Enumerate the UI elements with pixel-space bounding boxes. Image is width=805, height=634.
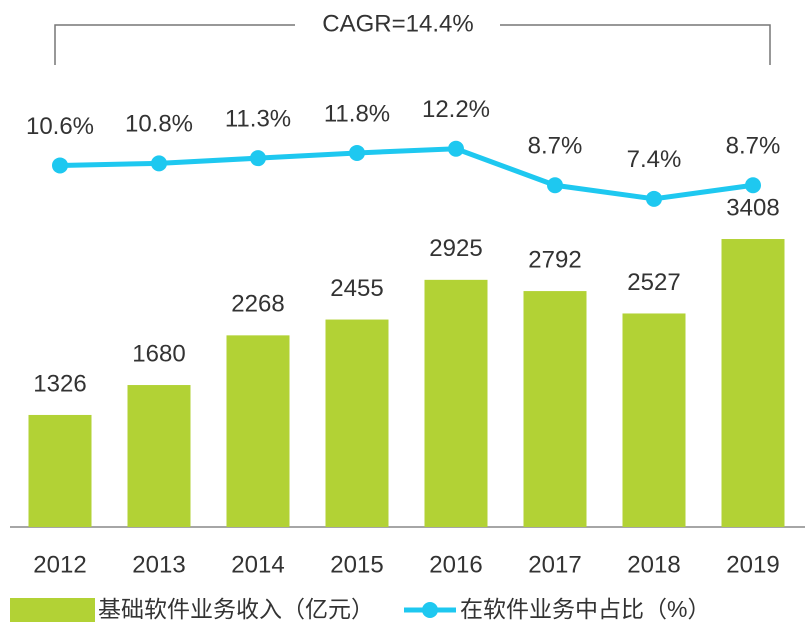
line — [59, 146, 754, 202]
point — [646, 190, 662, 207]
point — [250, 150, 266, 167]
data-label: 11.3% — [225, 106, 291, 133]
data-label: 8.7% — [528, 133, 583, 160]
bar — [622, 313, 686, 527]
data-label: 1680 — [132, 340, 185, 367]
legend-swatch — [422, 602, 438, 618]
x-tick-label: 2019 — [726, 551, 779, 578]
annotation: CAGR=14.4% — [322, 10, 473, 37]
data-label: 2268 — [231, 291, 284, 318]
x-tick-label: 2014 — [231, 551, 284, 578]
legend-swatch — [10, 598, 95, 622]
point — [547, 177, 563, 194]
data-label: 8.7% — [726, 133, 781, 160]
data-label: 2455 — [330, 275, 383, 302]
data-label: 2527 — [627, 269, 680, 296]
data-label: 1326 — [33, 370, 86, 397]
x-tick-label: 2018 — [627, 551, 680, 578]
bar — [28, 414, 92, 527]
cagr-bracket — [54, 24, 771, 65]
x-tick-label: 2015 — [330, 551, 383, 578]
point — [448, 140, 464, 157]
point — [52, 157, 68, 174]
data-label: 10.8% — [125, 111, 193, 138]
x-tick-label: 2013 — [132, 551, 185, 578]
point — [745, 177, 761, 194]
bar — [424, 279, 488, 527]
bar — [127, 385, 191, 527]
x-tick-label: 2016 — [429, 551, 482, 578]
bar — [226, 335, 290, 527]
legend-label: 在软件业务中占比（%） — [460, 596, 710, 622]
bar — [721, 239, 785, 528]
bar — [325, 319, 389, 527]
data-label: 7.4% — [627, 146, 682, 173]
point — [349, 144, 365, 161]
data-label: 2792 — [528, 246, 581, 273]
point — [151, 155, 167, 172]
data-label: 11.8% — [324, 100, 390, 127]
x-tick-label: 2017 — [528, 551, 581, 578]
data-label: 12.2% — [422, 96, 490, 123]
x-tick-label: 2012 — [33, 551, 86, 578]
bar — [523, 291, 587, 527]
data-label: 10.6% — [26, 113, 94, 140]
legend-label: 基础软件业务收入（亿元） — [98, 596, 374, 622]
data-label: 3408 — [726, 194, 779, 221]
data-label: 2925 — [429, 235, 482, 262]
